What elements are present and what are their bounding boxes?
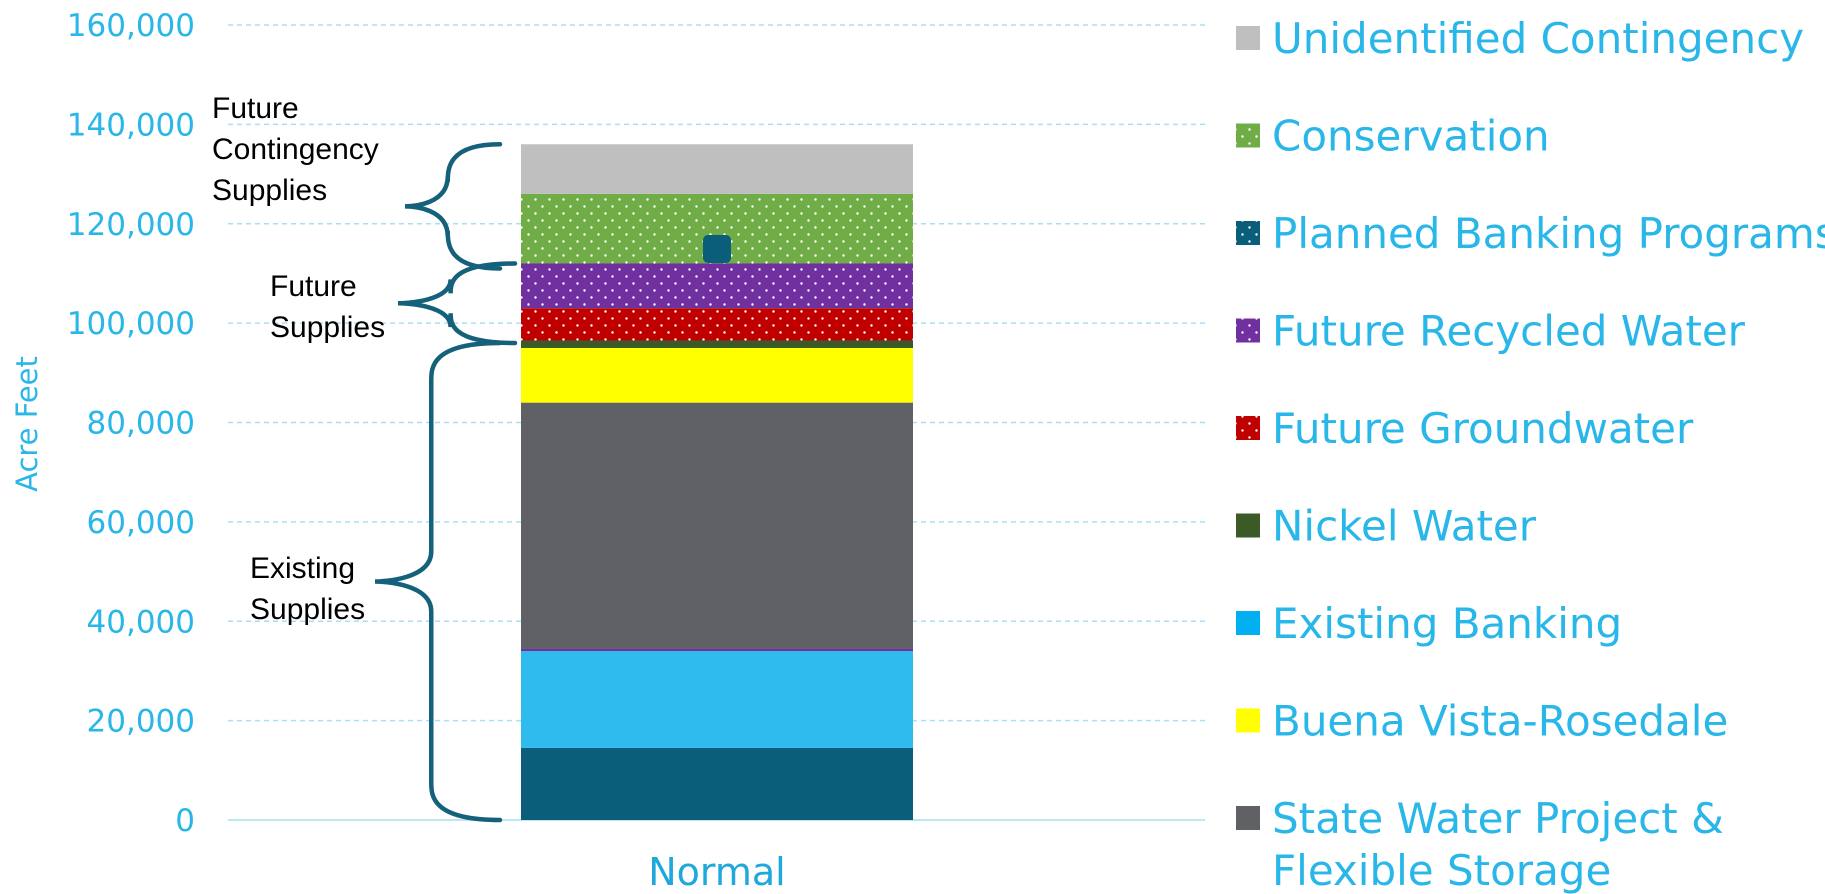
bar-segment — [521, 402, 913, 649]
legend-label: Existing Banking — [1272, 599, 1622, 648]
y-axis-label: Acre Feet — [10, 356, 44, 492]
bar-segment — [521, 651, 913, 748]
bar-segment — [521, 308, 913, 341]
y-tick-label: 0 — [175, 803, 195, 839]
y-tick-label: 80,000 — [87, 406, 195, 442]
bar-segment — [521, 648, 913, 652]
y-tick-label: 120,000 — [67, 207, 195, 243]
y-tick-label: 60,000 — [87, 505, 195, 541]
bracket-label: Supplies — [250, 593, 365, 626]
y-axis-ticks: 0 20,000 40,000 60,000 80,000 100,000 120,000 1… — [67, 8, 195, 839]
legend-swatch — [1236, 611, 1260, 635]
bar-segment — [521, 144, 913, 194]
supply-brackets: Future Contingency Supplies Future Supplies E… — [212, 92, 518, 823]
legend-label: Future Groundwater — [1272, 404, 1694, 453]
y-tick-label: 100,000 — [67, 306, 195, 342]
bracket-label: Supplies — [212, 174, 327, 207]
legend-swatch — [1236, 26, 1260, 50]
category-label: Normal — [648, 850, 786, 894]
y-tick-label: 140,000 — [67, 107, 195, 143]
segment-marker — [703, 235, 731, 263]
legend-swatch — [1236, 123, 1260, 148]
bar-segment — [521, 263, 913, 309]
legend-label: Future Recycled Water — [1272, 307, 1746, 356]
bracket-label: Existing — [250, 552, 355, 585]
legend-label: Conservation — [1272, 112, 1550, 161]
bar-segment — [521, 340, 913, 348]
y-tick-label: 40,000 — [87, 604, 195, 640]
bracket-label: Future — [270, 270, 357, 303]
legend: Unidentified Contingency Conservation Plan… — [1236, 14, 1825, 894]
bracket-label: Supplies — [270, 311, 385, 344]
bar-segment — [521, 747, 913, 820]
bracket-label: Contingency — [212, 133, 379, 166]
bar-stack — [521, 144, 913, 820]
bar-segment — [521, 347, 913, 403]
y-tick-label: 20,000 — [87, 704, 195, 740]
y-tick-label: 160,000 — [67, 8, 195, 44]
legend-swatch — [1236, 708, 1260, 733]
legend-label: Planned Banking Programs — [1272, 209, 1825, 258]
legend-swatch — [1236, 221, 1260, 245]
legend-label: Nickel Water — [1272, 502, 1537, 551]
legend-label: State Water Project & — [1272, 794, 1724, 843]
bracket-label: Future — [212, 92, 299, 125]
legend-swatch — [1236, 806, 1260, 830]
legend-swatch — [1236, 513, 1260, 538]
legend-label: Buena Vista-Rosedale — [1272, 697, 1728, 746]
legend-label: Unidentified Contingency — [1272, 14, 1804, 63]
legend-swatch — [1236, 416, 1260, 440]
legend-label: Flexible Storage — [1272, 846, 1611, 894]
legend-swatch — [1236, 318, 1260, 343]
curly-brace — [404, 142, 503, 271]
curly-brace — [397, 261, 518, 346]
curly-brace — [374, 340, 503, 823]
